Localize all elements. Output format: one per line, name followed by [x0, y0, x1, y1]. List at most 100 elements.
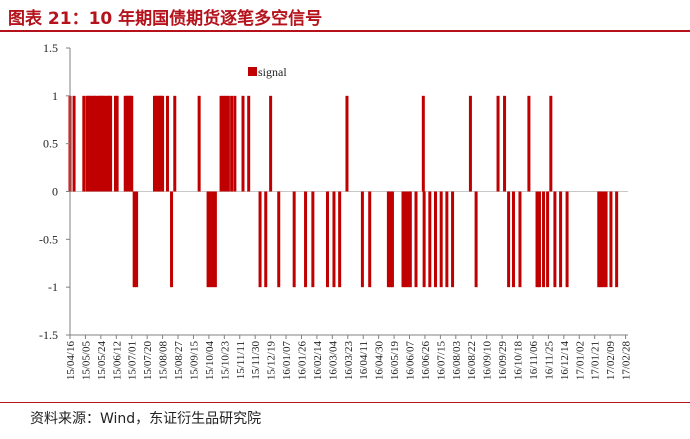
x-tick-label: 15/04/16 [65, 341, 77, 381]
signal-bar [157, 95, 161, 192]
x-tick-label: 16/05/19 [389, 341, 401, 381]
signal-bar [88, 95, 92, 192]
x-tick-label: 15/08/08 [158, 341, 170, 381]
x-tick-label: 16/11/06 [528, 341, 540, 380]
signal-bar [269, 95, 273, 192]
signal-bar [414, 191, 418, 288]
x-tick-label: 16/06/26 [420, 341, 432, 381]
signal-bar [165, 95, 169, 192]
figure-title: 图表 21：10 年期国债期货逐笔多空信号 [8, 9, 323, 29]
x-tick-label: 15/05/24 [96, 341, 108, 381]
x-tick-label: 16/03/23 [343, 341, 355, 381]
signal-bar [230, 95, 234, 192]
signal-bar [428, 191, 432, 288]
x-tick-label: 16/04/11 [358, 341, 370, 380]
signal-bar [109, 95, 113, 192]
signal-bar [390, 191, 394, 288]
y-tick-label: 0.5 [43, 137, 58, 151]
x-tick-label: 17/02/09 [605, 341, 617, 381]
signal-bar [537, 191, 541, 288]
signal-bar [518, 191, 522, 288]
signal-bar [615, 191, 619, 288]
signal-bar [103, 95, 107, 192]
signal-bar [126, 95, 130, 192]
x-tick-label: 16/08/03 [451, 341, 463, 381]
x-tick-label: 15/12/19 [266, 341, 278, 381]
signal-bar [602, 191, 606, 288]
y-axis: 1.5 1 0.5 0 -0.5 -1 -1.5 [39, 41, 71, 342]
signal-bar [439, 191, 443, 288]
y-tick-label: -1.5 [39, 328, 58, 342]
signal-bar [154, 95, 158, 192]
signal-bar [599, 191, 603, 288]
signal-bar [403, 191, 407, 288]
signal-bar [258, 191, 262, 288]
source-rule [0, 402, 690, 403]
signal-bar [161, 95, 165, 192]
x-tick-label: 15/11/30 [250, 341, 262, 380]
signal-bar [503, 95, 507, 192]
legend-label: signal [258, 65, 287, 79]
y-tick-label: 0 [52, 185, 58, 199]
x-tick-label: 16/11/25 [543, 341, 555, 380]
x-tick-label: 15/10/04 [204, 341, 216, 381]
x-tick-label: 16/01/26 [296, 341, 308, 381]
signal-bar [389, 191, 393, 288]
signal-bar [408, 191, 412, 288]
signal-bar [82, 95, 86, 192]
signal-bar [115, 95, 119, 192]
signal-bar [105, 95, 109, 192]
signal-bar [233, 95, 237, 192]
x-tick-label: 16/01/07 [281, 341, 293, 381]
signal-bar [496, 95, 500, 192]
x-tick-label: 15/07/20 [142, 341, 154, 381]
signal-bar [209, 191, 213, 288]
signal-bar [549, 95, 553, 192]
signal-bar [170, 191, 174, 288]
x-tick-label: 16/07/15 [435, 341, 447, 381]
signal-bar [332, 191, 336, 288]
signal-bar [468, 95, 472, 192]
signal-bar [226, 95, 230, 192]
x-tick-label: 16/03/04 [327, 341, 339, 381]
x-tick-label: 16/02/14 [312, 341, 324, 381]
signal-bar [213, 191, 217, 288]
signal-bar [559, 191, 563, 288]
signal-bar [87, 95, 91, 192]
signal-bar [507, 191, 511, 288]
signal-bar [135, 191, 139, 288]
signal-bar [130, 95, 134, 192]
y-tick-label: -0.5 [39, 232, 58, 246]
signal-bar [100, 95, 104, 192]
signal-bar [338, 191, 342, 288]
x-tick-label: 15/05/05 [80, 341, 92, 381]
signal-bar [219, 95, 223, 192]
signal-bar [345, 95, 349, 192]
x-tick-label: 15/09/15 [188, 341, 200, 381]
signal-bar [91, 95, 95, 192]
source-note: 资料来源：Wind，东证衍生品研究院 [30, 411, 262, 427]
signal-bar [553, 191, 557, 288]
signal-bar [173, 95, 177, 192]
signal-bar [96, 95, 100, 192]
signal-bar [101, 95, 105, 192]
signal-bar [292, 191, 296, 288]
x-tick-label: 16/08/22 [466, 341, 478, 380]
signal-bar [241, 95, 245, 192]
signal-bar [304, 191, 308, 288]
y-tick-label: -1 [48, 280, 58, 294]
signal-bar [604, 191, 608, 288]
x-tick-label: 15/11/11 [235, 341, 247, 379]
signal-bar [224, 95, 228, 192]
signal-bar [401, 191, 405, 288]
x-tick-label: 17/02/28 [621, 341, 633, 381]
signal-bar [123, 95, 127, 192]
signal-bar [406, 191, 410, 288]
signal-bar [152, 95, 156, 192]
y-tick-label: 1 [52, 89, 58, 103]
signal-bar [421, 95, 425, 192]
signal-bar [159, 95, 163, 192]
signal-bar [368, 191, 372, 288]
signal-bar [92, 95, 96, 192]
signal-bar [125, 95, 129, 192]
